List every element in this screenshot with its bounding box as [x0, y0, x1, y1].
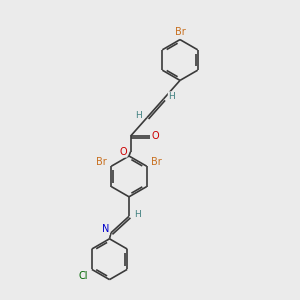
Text: O: O [152, 131, 159, 141]
Text: O: O [119, 147, 127, 157]
Text: Br: Br [151, 157, 162, 167]
Text: Cl: Cl [79, 271, 88, 281]
Text: Br: Br [175, 27, 185, 37]
Text: H: H [134, 210, 141, 219]
Text: Br: Br [96, 157, 107, 167]
Text: H: H [169, 92, 175, 101]
Text: H: H [135, 111, 142, 120]
Text: N: N [102, 224, 109, 234]
